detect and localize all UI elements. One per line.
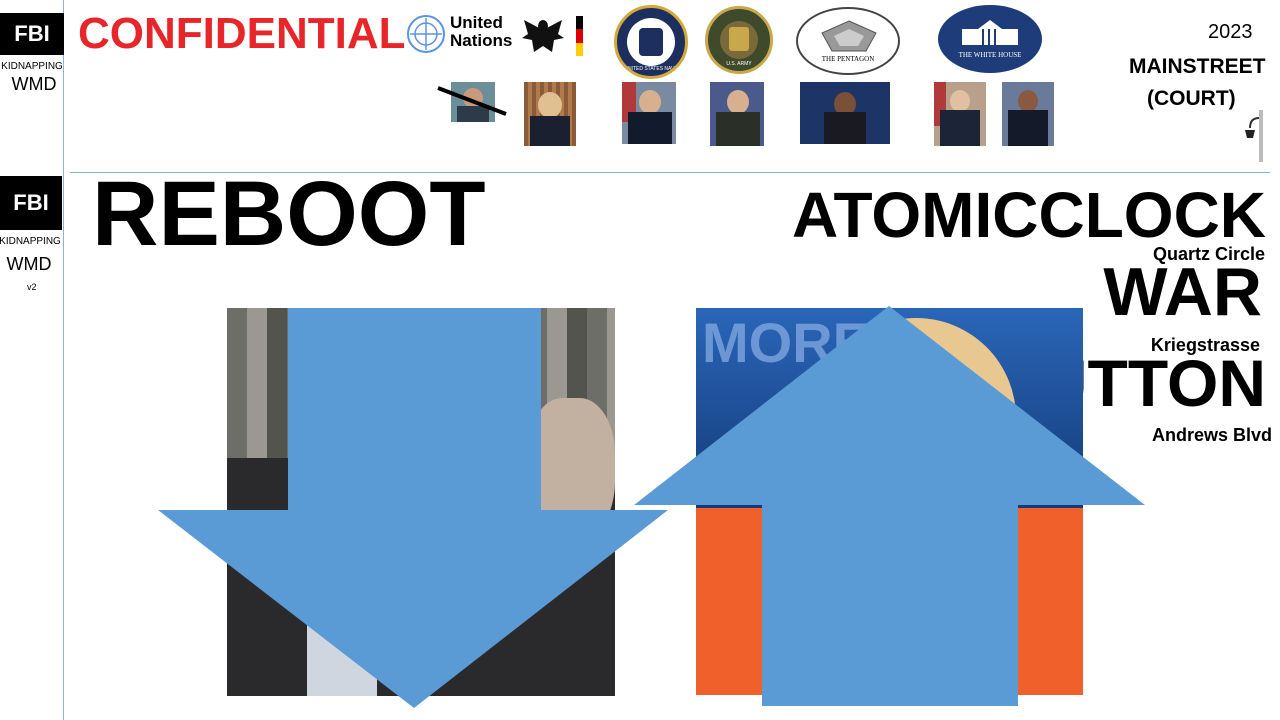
portrait-thumb-4 xyxy=(710,82,764,146)
left-divider xyxy=(63,0,64,720)
atomicclock-title: ATOMICCLOCK xyxy=(791,179,1266,251)
andrews-blvd-label: Andrews Blvd xyxy=(1151,425,1272,445)
army-seal-text: U.S. ARMY xyxy=(726,61,752,67)
wmd-label: WMD xyxy=(11,74,57,94)
header-divider xyxy=(70,172,1270,173)
portrait-thumb-7 xyxy=(1002,82,1054,146)
army-seal-icon: U.S. ARMY xyxy=(705,6,773,74)
whitehouse-seal-icon: THE WHITE HOUSE xyxy=(938,5,1042,73)
version-label: v2 xyxy=(27,282,37,292)
portrait-thumb-3 xyxy=(622,82,676,144)
pentagon-seal-text: THE PENTAGON xyxy=(821,55,875,63)
kidnapping-label: KIDNAPPING xyxy=(1,61,63,72)
year-label: 2023 xyxy=(1208,21,1253,43)
street-lamp-icon xyxy=(1244,108,1268,164)
war-title: WAR xyxy=(1103,254,1262,330)
reboot-title: REBOOT xyxy=(92,163,486,265)
court-label: (COURT) xyxy=(1147,87,1236,110)
pentagon-seal-icon: THE PENTAGON xyxy=(796,7,900,75)
quartz-circle-label: Quartz Circle xyxy=(1152,244,1265,264)
confidential-title: CONFIDENTIAL xyxy=(78,9,406,58)
sidebar-fbi-badge: FBI xyxy=(0,176,62,230)
un-line2: Nations xyxy=(450,31,513,50)
un-emblem-icon xyxy=(406,14,446,54)
portrait-thumb-6 xyxy=(934,82,986,146)
sidebar-fbi-label: FBI xyxy=(13,190,49,215)
navy-seal-icon: UNITED STATES NAVY xyxy=(614,5,688,79)
down-arrow-icon xyxy=(158,308,668,708)
fbi-badge: FBI xyxy=(0,13,64,55)
up-arrow-icon xyxy=(634,306,1145,706)
portrait-thumb-2 xyxy=(524,82,576,146)
portrait-thumb-5 xyxy=(800,82,890,144)
un-wordmark: United Nations xyxy=(450,14,512,50)
german-flag-icon xyxy=(576,16,583,56)
sidebar-kidnapping-label: KIDNAPPING xyxy=(0,236,61,247)
mainstreet-label: MAINSTREET xyxy=(1129,55,1266,78)
whitehouse-seal-text: THE WHITE HOUSE xyxy=(958,51,1022,59)
fbi-label: FBI xyxy=(14,21,50,46)
navy-seal-text: UNITED STATES NAVY xyxy=(624,66,678,72)
german-eagle-icon xyxy=(520,12,566,56)
kriegstrasse-label: Kriegstrasse xyxy=(1150,335,1260,355)
strike-mark xyxy=(436,86,510,116)
un-line1: United xyxy=(450,13,503,32)
sidebar-wmd-label: WMD xyxy=(6,254,52,274)
